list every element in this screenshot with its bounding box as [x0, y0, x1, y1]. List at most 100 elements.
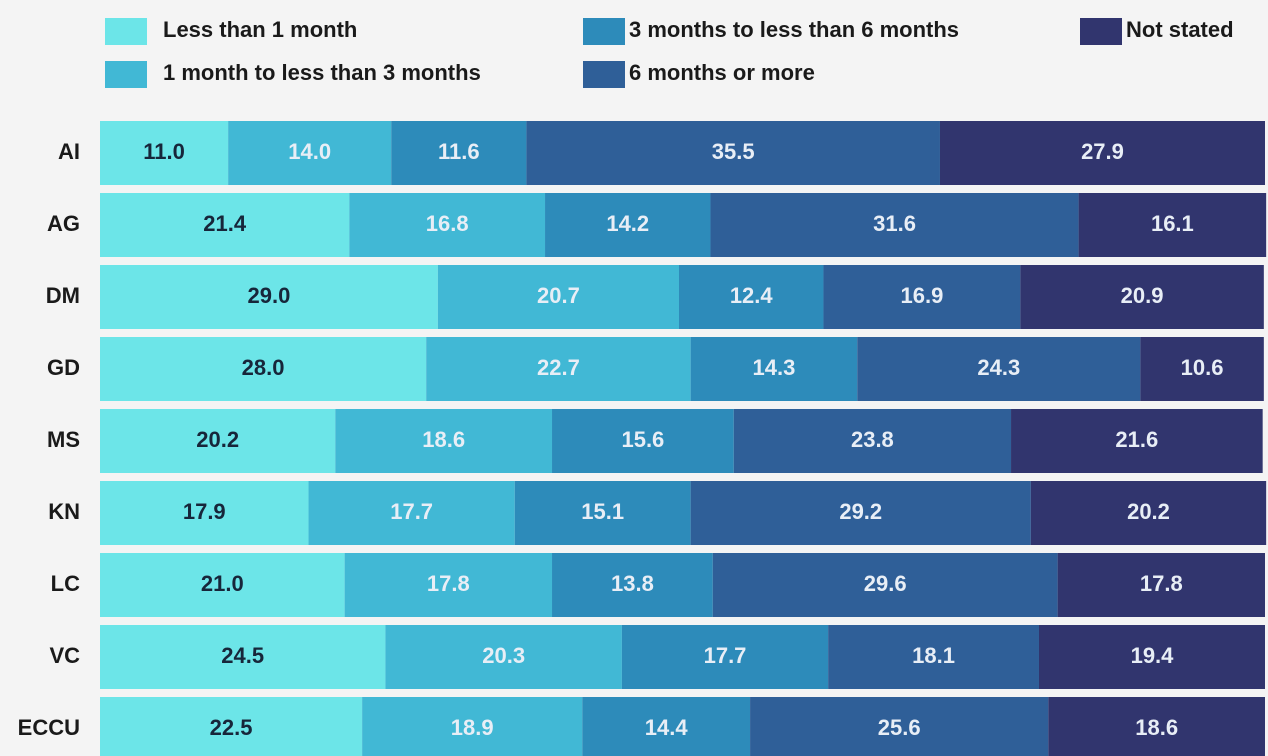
value-label: 22.5 — [210, 715, 253, 740]
legend-swatch — [583, 61, 625, 88]
bar-segment — [100, 193, 350, 257]
value-label: 17.8 — [1140, 571, 1183, 596]
bar-segment — [582, 697, 751, 756]
value-label: 27.9 — [1081, 139, 1124, 164]
legend-swatch — [105, 61, 147, 88]
legend-swatch — [583, 18, 625, 45]
bar-segment — [857, 337, 1141, 401]
value-label: 23.8 — [851, 427, 894, 452]
value-label: 17.7 — [704, 643, 747, 668]
bar-segment — [828, 625, 1039, 689]
category-label: AG — [47, 211, 80, 236]
value-label: 10.6 — [1181, 355, 1224, 380]
bar-segment — [100, 697, 363, 756]
legend-swatch — [105, 18, 147, 45]
bar-segment — [750, 697, 1049, 756]
value-label: 15.1 — [581, 499, 624, 524]
value-label: 25.6 — [878, 715, 921, 740]
value-label: 16.8 — [426, 211, 469, 236]
value-label: 15.6 — [621, 427, 664, 452]
bar-segment — [308, 481, 515, 545]
value-label: 28.0 — [242, 355, 285, 380]
legend-label: 3 months to less than 6 months — [629, 17, 959, 42]
value-label: 24.5 — [221, 643, 264, 668]
bar-segment — [349, 193, 546, 257]
bar-segment — [426, 337, 691, 401]
value-label: 17.9 — [183, 499, 226, 524]
bar-segment — [679, 265, 824, 329]
bar-segment — [100, 625, 386, 689]
bar-segment — [1020, 265, 1264, 329]
bar-segment — [1030, 481, 1267, 545]
bar-segment — [621, 625, 829, 689]
value-label: 20.2 — [196, 427, 239, 452]
value-label: 19.4 — [1131, 643, 1175, 668]
value-label: 11.0 — [143, 139, 185, 164]
value-label: 20.3 — [482, 643, 525, 668]
bar-segment — [100, 337, 427, 401]
category-label: GD — [47, 355, 80, 380]
value-label: 18.6 — [422, 427, 465, 452]
bar-segment — [733, 409, 1012, 473]
bar-segment — [690, 337, 858, 401]
value-label: 31.6 — [873, 211, 916, 236]
bar-segment — [823, 265, 1021, 329]
bar-segment — [335, 409, 553, 473]
bar-segment — [526, 121, 940, 185]
bar-segment — [1078, 193, 1267, 257]
value-label: 35.5 — [712, 139, 755, 164]
value-label: 13.8 — [611, 571, 654, 596]
value-label: 16.9 — [900, 283, 943, 308]
legend-label: Not stated — [1126, 17, 1234, 42]
category-label: LC — [51, 571, 80, 596]
value-label: 18.6 — [1135, 715, 1178, 740]
value-label: 21.0 — [201, 571, 244, 596]
bar-segment — [712, 553, 1058, 617]
bar-segment — [690, 481, 1031, 545]
bar-segment — [228, 121, 392, 185]
bar-segment — [100, 265, 438, 329]
bar-segment — [344, 553, 553, 617]
value-label: 29.0 — [248, 283, 291, 308]
category-label: AI — [58, 139, 80, 164]
bar-segment — [1140, 337, 1264, 401]
bar-segment — [100, 481, 309, 545]
value-label: 29.2 — [839, 499, 882, 524]
value-label: 18.1 — [912, 643, 955, 668]
legend-label: 1 month to less than 3 months — [163, 60, 481, 85]
category-label: VC — [49, 643, 80, 668]
bar-segment — [710, 193, 1079, 257]
bar-segment — [1038, 625, 1265, 689]
category-label: ECCU — [18, 715, 80, 740]
value-label: 14.0 — [288, 139, 331, 164]
bar-segment — [391, 121, 527, 185]
bar-segment — [362, 697, 583, 756]
value-label: 14.4 — [645, 715, 689, 740]
value-label: 29.6 — [864, 571, 907, 596]
value-label: 20.7 — [537, 283, 580, 308]
bar-segment — [1048, 697, 1265, 756]
value-label: 17.7 — [390, 499, 433, 524]
value-label: 11.6 — [438, 139, 480, 164]
bar-segment — [100, 409, 336, 473]
value-label: 12.4 — [730, 283, 774, 308]
bar-segment — [100, 121, 229, 185]
value-label: 16.1 — [1151, 211, 1194, 236]
value-label: 22.7 — [537, 355, 580, 380]
bar-segment — [100, 553, 345, 617]
value-label: 14.2 — [606, 211, 649, 236]
bar-segment — [1011, 409, 1263, 473]
category-label: MS — [47, 427, 80, 452]
bar-segment — [385, 625, 622, 689]
bar-segment — [1057, 553, 1265, 617]
value-label: 20.9 — [1121, 283, 1164, 308]
bar-segment — [514, 481, 691, 545]
value-label: 14.3 — [753, 355, 796, 380]
legend-label: 6 months or more — [629, 60, 815, 85]
bar-segment — [437, 265, 680, 329]
category-label: DM — [46, 283, 80, 308]
legend-swatch — [1080, 18, 1122, 45]
value-label: 21.6 — [1115, 427, 1158, 452]
value-label: 17.8 — [427, 571, 470, 596]
